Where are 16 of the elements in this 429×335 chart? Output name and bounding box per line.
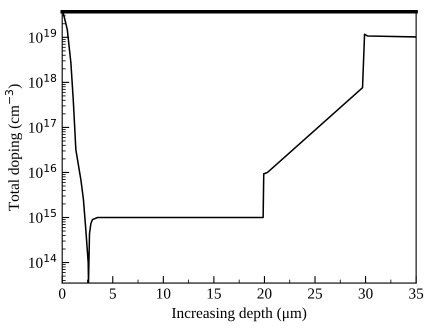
x-tick-label: 35 <box>409 288 424 299</box>
y-tick-label: 10$^{14}$ <box>29 254 56 268</box>
x-tick-label: 30 <box>358 288 373 299</box>
x-tick-label: 20 <box>257 288 272 299</box>
x-tick-label: 10 <box>157 288 170 299</box>
y-tick-label: 10$^{16}$ <box>29 164 56 178</box>
x-tick-label: 15 <box>208 288 221 299</box>
x-axis-title: Increasing depth (μm) <box>172 307 306 322</box>
y-tick-label: 10$^{17}$ <box>29 118 56 133</box>
x-tick-label: 5 <box>110 288 116 299</box>
y-tick-label: 10$^{15}$ <box>29 209 56 223</box>
x-tick-label: 25 <box>308 288 322 299</box>
y-tick-label: 10$^{19}$ <box>29 28 56 43</box>
y-tick-label: 10$^{18}$ <box>29 74 56 88</box>
x-tick-label: 0 <box>58 288 66 299</box>
y-axis-title: Total doping (cm$^{−3}$) <box>5 84 22 211</box>
